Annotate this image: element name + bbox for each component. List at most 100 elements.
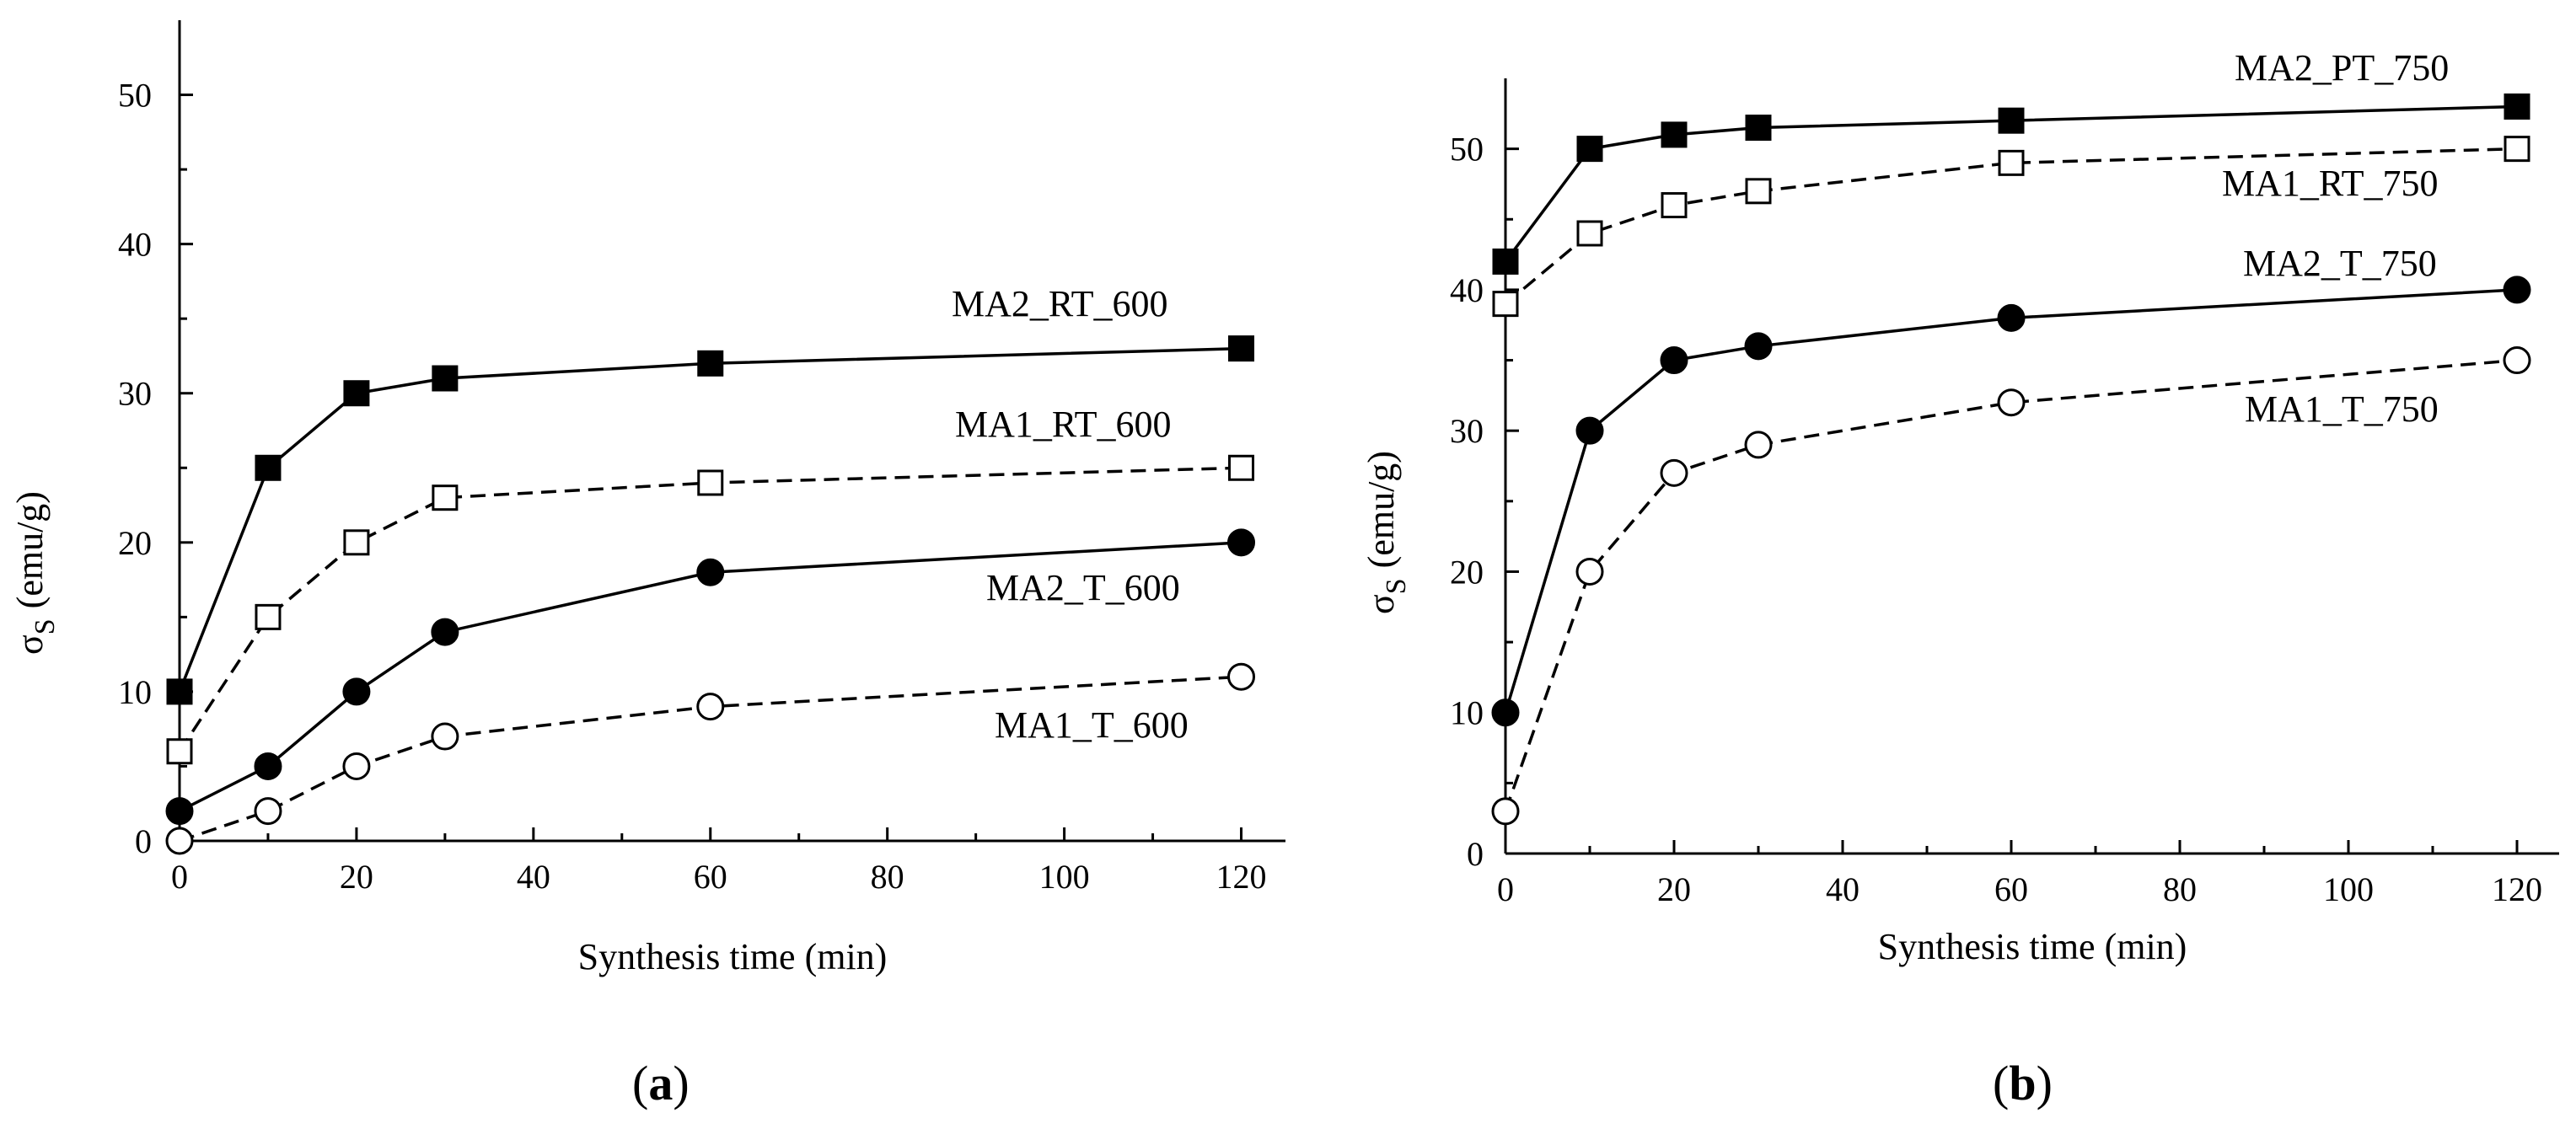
data-point-MA2_PT_750 [1745, 115, 1772, 142]
data-point-MA2_T_600 [254, 752, 282, 780]
x-tick-label: 80 [2163, 870, 2197, 908]
y-tick-label: 40 [1450, 271, 1484, 309]
x-tick-label: 100 [2323, 870, 2374, 908]
y-axis-label: σS (emu/g) [9, 491, 61, 655]
x-tick-label: 100 [1039, 858, 1090, 896]
data-point-MA1_RT_750 [2504, 136, 2530, 163]
y-axis-label: σS (emu/g) [1360, 451, 1412, 614]
data-point-MA2_PT_750 [1661, 121, 1688, 148]
data-point-MA1_T_600 [254, 797, 282, 826]
data-point-MA1_RT_600 [166, 738, 193, 765]
y-axis-subscript: S [1381, 578, 1412, 594]
data-point-MA1_T_600 [342, 752, 371, 780]
data-point-MA1_RT_750 [1745, 178, 1772, 205]
data-point-MA1_RT_600 [343, 529, 370, 556]
data-point-MA1_T_750 [2503, 346, 2531, 375]
data-point-MA2_RT_600 [166, 678, 193, 705]
data-point-MA2_T_750 [1997, 303, 2026, 332]
x-tick-label: 20 [340, 858, 373, 896]
y-tick-label: 10 [1450, 694, 1484, 732]
y-axis-unit: (emu/g) [1360, 451, 1402, 568]
data-point-MA2_T_750 [1744, 332, 1773, 361]
data-point-MA2_PT_750 [1576, 136, 1603, 163]
y-tick-label: 40 [118, 226, 152, 264]
series-line-MA1_RT_750 [1504, 147, 2518, 305]
series-line-MA2_T_600 [179, 541, 1242, 813]
data-point-MA2_T_750 [1575, 416, 1604, 445]
data-point-MA2_T_750 [1660, 346, 1688, 375]
data-point-MA2_T_600 [342, 677, 371, 706]
y-tick-label: 50 [1450, 131, 1484, 169]
data-point-MA2_RT_600 [343, 380, 370, 407]
data-point-MA2_T_600 [1227, 528, 1256, 557]
series-label-MA2_RT_600: MA2_RT_600 [952, 283, 1167, 324]
y-axis-symbol: σ [9, 634, 51, 655]
y-tick-label: 30 [118, 375, 152, 413]
data-point-MA1_T_750 [1997, 388, 2026, 417]
y-axis-unit: (emu/g) [9, 491, 51, 608]
y-axis-subscript: S [30, 618, 61, 634]
data-point-MA1_T_600 [1227, 662, 1256, 691]
y-tick-label: 20 [1450, 553, 1484, 591]
data-point-MA1_T_750 [1660, 458, 1688, 487]
chart-panel-a: 0 10 20 30 40 50 0 20 40 60 80 100 120 Synthesis time… [9, 20, 1285, 1111]
y-tick-label: 20 [118, 524, 152, 562]
series-line-MA2_T_750 [1504, 288, 2518, 714]
x-tick-label: 60 [694, 858, 727, 896]
data-point-MA2_RT_600 [1228, 335, 1255, 362]
series-line-MA2_RT_600 [178, 346, 1242, 693]
chart-panel-b: 0 10 20 30 40 50 0 20 40 60 80 100 120 Synthesis time… [1360, 47, 2559, 1111]
series-line-MA1_T_600 [179, 675, 1242, 843]
series-label-MA2_PT_750: MA2_PT_750 [2235, 47, 2449, 88]
data-point-MA1_T_750 [1575, 557, 1604, 586]
series-line-MA2_PT_750 [1504, 104, 2518, 263]
series-label-MA2_T_750: MA2_T_750 [2243, 243, 2437, 284]
x-axis-label: Synthesis time (min) [1878, 926, 2187, 967]
data-point-MA1_RT_750 [1661, 192, 1688, 219]
data-point-MA2_RT_600 [697, 350, 724, 377]
data-point-MA2_T_750 [2503, 276, 2531, 304]
data-point-MA1_RT_600 [432, 484, 459, 511]
data-point-MA1_T_600 [431, 722, 459, 751]
panel-label: (a) [632, 1056, 690, 1111]
data-point-MA2_T_600 [431, 618, 459, 646]
series-label-MA1_T_600: MA1_T_600 [995, 704, 1189, 746]
data-point-MA2_PT_750 [1998, 107, 2025, 134]
data-point-MA2_PT_750 [1492, 248, 1519, 275]
data-point-MA1_RT_750 [1576, 220, 1603, 247]
x-tick-label: 0 [171, 858, 188, 896]
panel-letter: a [648, 1056, 673, 1111]
x-tick-label: 0 [1497, 870, 1514, 908]
x-tick-label: 120 [2492, 870, 2542, 908]
x-tick-label: 80 [871, 858, 904, 896]
data-point-MA2_RT_600 [432, 365, 459, 392]
x-tick-label: 20 [1657, 870, 1691, 908]
x-tick-label: 60 [1994, 870, 2028, 908]
data-point-MA1_RT_750 [1998, 149, 2025, 176]
x-tick-label: 40 [1826, 870, 1860, 908]
series-label-MA2_T_600: MA2_T_600 [986, 567, 1180, 608]
data-point-MA2_T_750 [1491, 698, 1520, 727]
y-tick-label: 10 [118, 673, 152, 711]
x-axis-label: Synthesis time (min) [578, 936, 888, 977]
y-tick-label: 0 [135, 822, 152, 860]
data-point-MA1_RT_600 [255, 603, 282, 630]
data-point-MA1_T_750 [1491, 797, 1520, 826]
series-label-MA1_RT_750: MA1_RT_750 [2222, 163, 2438, 204]
data-point-MA1_T_750 [1744, 431, 1773, 459]
data-point-MA1_T_600 [165, 827, 194, 855]
data-point-MA1_RT_600 [697, 469, 724, 496]
series-label-MA1_RT_600: MA1_RT_600 [955, 404, 1171, 445]
panel-letter: b [2009, 1056, 2036, 1111]
series-line-MA1_T_750 [1504, 358, 2518, 812]
y-tick-label: 50 [118, 77, 152, 115]
panel-label: (b) [1993, 1056, 2053, 1111]
data-point-MA2_T_600 [165, 797, 194, 826]
data-point-MA1_T_600 [696, 693, 725, 721]
data-point-MA2_RT_600 [255, 454, 282, 481]
data-point-MA2_T_600 [696, 558, 725, 586]
x-tick-label: 40 [517, 858, 550, 896]
data-point-MA1_RT_600 [1228, 454, 1255, 481]
y-tick-label: 30 [1450, 412, 1484, 450]
y-axis-symbol: σ [1360, 594, 1402, 614]
